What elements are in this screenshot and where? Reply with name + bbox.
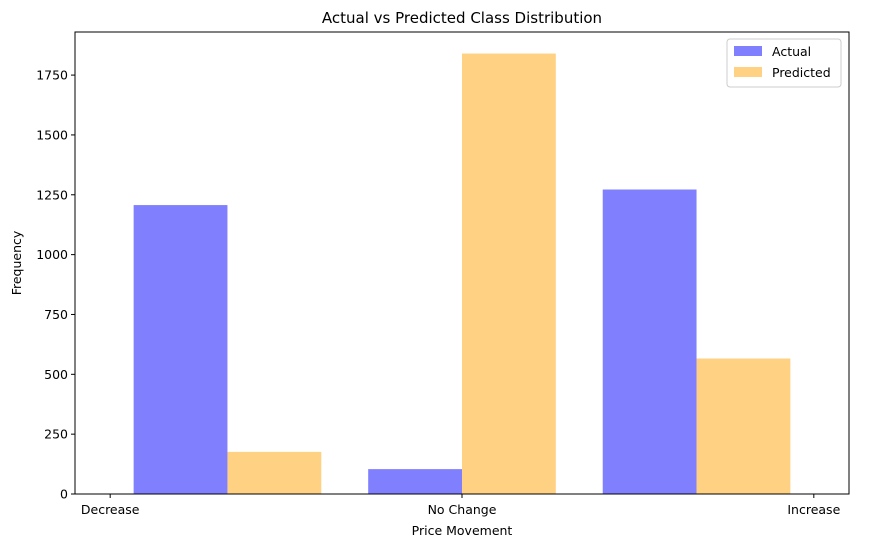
y-tick-label: 0: [60, 487, 68, 502]
legend-swatch-actual: [734, 46, 762, 56]
legend-label-actual: Actual: [772, 44, 811, 59]
y-tick-label: 750: [44, 307, 68, 322]
bar-predicted-no-change: [462, 53, 556, 495]
x-tick-label: Increase: [787, 502, 840, 517]
x-tick-label: No Change: [428, 502, 497, 517]
bar-predicted-increase: [696, 358, 791, 494]
legend: Actual Predicted: [726, 38, 842, 88]
y-tick-label: 250: [44, 427, 68, 442]
bar-actual-no-change: [368, 469, 462, 494]
y-tick-label: 500: [44, 367, 68, 382]
bar-actual-increase: [602, 189, 697, 495]
bar-actual-decrease: [133, 205, 228, 494]
chart-title: Actual vs Predicted Class Distribution: [322, 9, 602, 27]
y-tick-label: 1750: [36, 68, 68, 83]
y-tick-label: 1000: [36, 247, 68, 262]
bar-predicted-decrease: [227, 451, 322, 494]
x-tick-label: Decrease: [81, 502, 140, 517]
legend-label-predicted: Predicted: [772, 65, 831, 80]
x-ticks-group: Decrease No Change Increase: [81, 494, 841, 517]
y-axis-label: Frequency: [9, 230, 24, 295]
y-tick-label: 1250: [36, 187, 68, 202]
y-tick-label: 1500: [36, 127, 68, 142]
bars-group: [133, 53, 791, 495]
legend-swatch-predicted: [734, 67, 762, 77]
y-ticks-group: 0 250 500 750 1000 1250 1500 1750: [36, 68, 75, 502]
x-axis-label: Price Movement: [412, 523, 513, 538]
